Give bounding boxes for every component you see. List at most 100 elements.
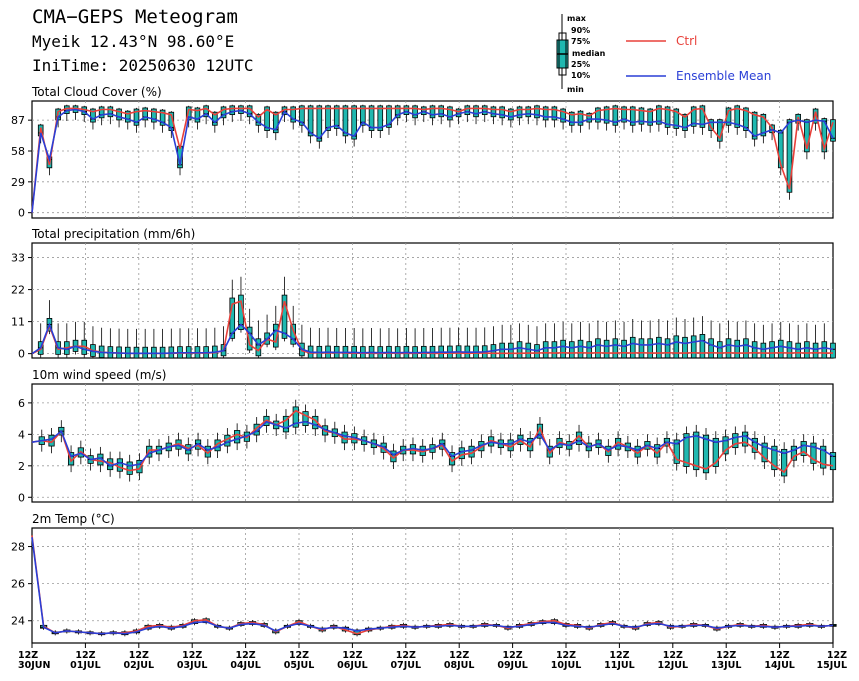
box-body: [302, 411, 309, 427]
box-body: [751, 341, 758, 359]
box-body: [781, 448, 788, 477]
init-time-label: IniTime: 20250630 12UTC: [32, 56, 254, 75]
box-body: [542, 341, 549, 359]
box-body: [810, 442, 817, 464]
ensemble-box: [351, 104, 357, 147]
box-body: [299, 105, 305, 126]
box-body: [333, 105, 340, 129]
y-tick-label: 0: [18, 348, 25, 361]
box-body: [508, 108, 514, 121]
legend-min: min: [567, 85, 584, 94]
box-body: [725, 338, 732, 359]
box-body: [551, 106, 558, 121]
y-tick-label: 6: [18, 397, 25, 410]
x-tick-date: 04JUL: [230, 660, 261, 671]
ensemble-box: [299, 324, 305, 358]
box-body: [656, 105, 662, 125]
box-body: [560, 339, 566, 359]
panel-temp: 24 26 28: [11, 527, 837, 644]
ensemble-box: [693, 424, 700, 477]
box-body: [577, 110, 584, 126]
ctrl-line: [31, 535, 834, 635]
box-body: [612, 105, 619, 126]
x-tick-date: 03JUL: [177, 660, 208, 671]
ensemble-box: [368, 104, 375, 139]
y-tick-label: 87: [11, 114, 25, 127]
y-tick-label: 33: [11, 252, 25, 265]
box-body: [708, 338, 714, 359]
box-body: [682, 113, 688, 131]
ensemble-box: [255, 320, 262, 358]
box-body: [98, 106, 105, 119]
box-body: [683, 433, 690, 467]
box-body: [638, 338, 645, 359]
x-tick-hour: 12Z: [716, 650, 736, 661]
box-body: [551, 341, 558, 359]
box-body: [481, 105, 488, 116]
ctrl-line: [31, 107, 834, 213]
x-tick-date: 15JUL: [816, 660, 847, 671]
box-body: [133, 108, 140, 126]
box-body: [290, 106, 296, 123]
y-tick-label: 28: [11, 541, 25, 554]
box-body: [525, 342, 532, 359]
panel-title-precip: Total precipitation (mm/6h): [31, 227, 195, 241]
ensemble-box: [751, 111, 758, 147]
box-body: [722, 436, 729, 455]
panel-frame: [31, 100, 834, 219]
box-body: [229, 105, 236, 116]
panel-frame: [31, 527, 834, 644]
panel-title-cloud: Total Cloud Cover (%): [31, 85, 162, 99]
x-tick-hour: 12Z: [556, 650, 576, 661]
panel-wind: 0 2 4 6: [18, 383, 837, 504]
box-body: [212, 111, 218, 126]
ensemble-box: [656, 318, 662, 359]
box-body: [377, 105, 384, 131]
box-body: [136, 459, 143, 474]
box-body: [272, 111, 279, 134]
box-body: [769, 341, 775, 359]
box-body: [292, 406, 299, 428]
box-body: [516, 106, 523, 119]
ensemble-box: [238, 104, 244, 121]
box-body: [107, 106, 114, 118]
y-tick-label: 29: [11, 176, 25, 189]
box-body: [699, 105, 706, 128]
box-body: [821, 341, 828, 359]
box-body: [664, 338, 671, 359]
legend-median: median: [572, 49, 606, 58]
x-tick-hour: 12Z: [75, 650, 95, 661]
box-body: [804, 341, 810, 359]
ensemble-box: [316, 104, 323, 149]
box-body: [499, 342, 505, 359]
box-body: [90, 108, 96, 123]
x-tick-hour: 12Z: [503, 650, 523, 661]
ensemble-box: [292, 399, 299, 435]
legend-mean-label: Ensemble Mean: [676, 69, 771, 83]
y-tick-label: 4: [18, 428, 25, 441]
box-body: [386, 105, 392, 128]
x-tick-date: 01JUL: [70, 660, 101, 671]
box-body: [325, 105, 331, 131]
ensemble-box: [72, 104, 79, 120]
box-body: [734, 105, 741, 128]
ensemble-box: [81, 321, 88, 358]
ensemble-box: [781, 442, 788, 484]
box-body: [790, 445, 798, 461]
legend-75: 75%: [571, 37, 590, 46]
box-body: [342, 105, 349, 137]
x-tick-date: 02JUL: [124, 660, 155, 671]
x-tick-hour: 12Z: [182, 650, 202, 661]
panel-frame: [31, 383, 834, 503]
box-body: [734, 339, 741, 359]
ensemble-box: [307, 104, 314, 144]
box-body: [368, 105, 375, 131]
box-body: [760, 342, 767, 359]
ensemble-box: [810, 435, 817, 471]
box-body: [603, 106, 610, 124]
ensemble-box: [272, 305, 279, 351]
box-body: [820, 445, 827, 469]
ensemble-box: [741, 424, 749, 454]
box-body: [577, 339, 584, 359]
box-body: [126, 461, 133, 475]
